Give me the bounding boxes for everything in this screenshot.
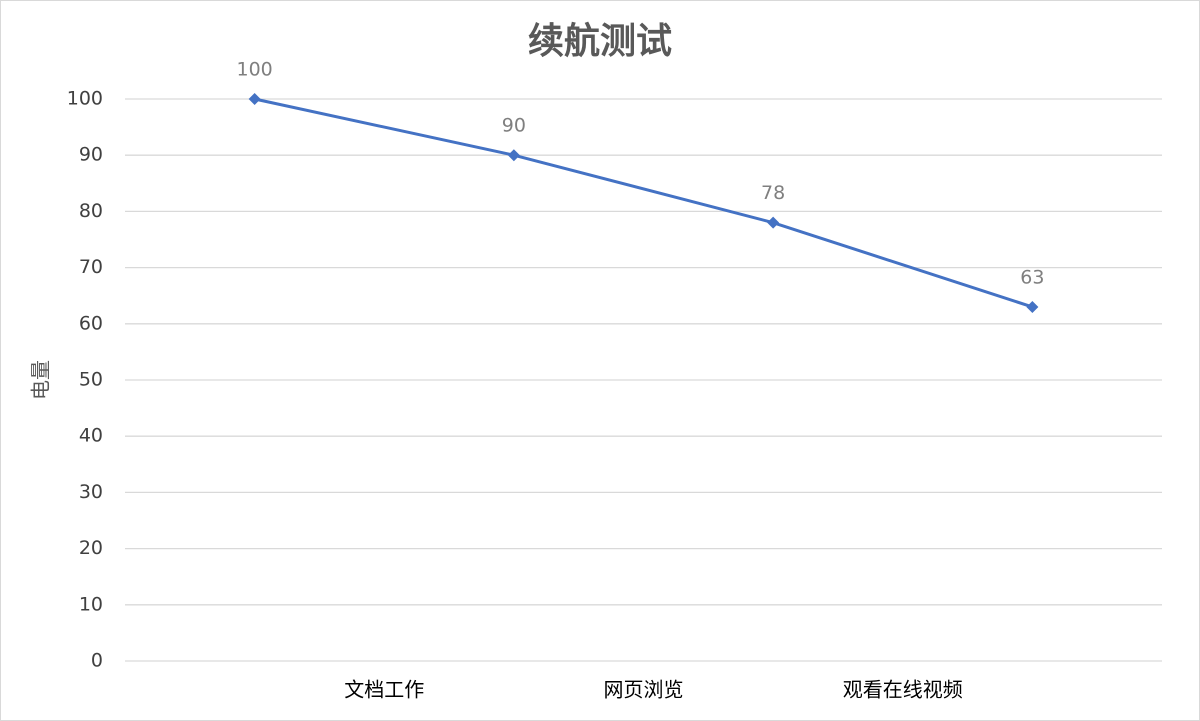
line bbox=[254, 97, 1033, 309]
y-tick-label: 30 bbox=[79, 481, 103, 503]
y-tick-label: 90 bbox=[79, 144, 103, 166]
y-tick-label: 70 bbox=[79, 256, 103, 278]
marker bbox=[248, 93, 261, 105]
y-tick-label: 100 bbox=[67, 88, 103, 110]
y-axis-label: 电量 bbox=[29, 360, 53, 400]
y-tick-label: 50 bbox=[79, 369, 103, 391]
x-tick-label: 观看在线视频 bbox=[843, 678, 963, 702]
y-tick-label: 10 bbox=[79, 593, 103, 615]
y-tick-label: 20 bbox=[79, 537, 103, 559]
x-tick-label: 网页浏览 bbox=[604, 678, 684, 702]
y-tick-label: 40 bbox=[79, 425, 103, 447]
y-tick-label: 60 bbox=[79, 312, 103, 334]
chart-title: 续航测试 bbox=[528, 20, 672, 62]
data-label: 63 bbox=[1020, 266, 1044, 288]
marker bbox=[507, 149, 520, 162]
marker bbox=[767, 216, 780, 229]
data-label: 90 bbox=[502, 115, 526, 137]
y-tick-label: 0 bbox=[91, 650, 103, 672]
data-label: 100 bbox=[236, 59, 272, 81]
marker bbox=[1026, 300, 1039, 313]
x-tick-label: 文档工作 bbox=[344, 678, 424, 702]
y-tick-label: 80 bbox=[79, 200, 103, 222]
data-label: 78 bbox=[761, 182, 785, 204]
